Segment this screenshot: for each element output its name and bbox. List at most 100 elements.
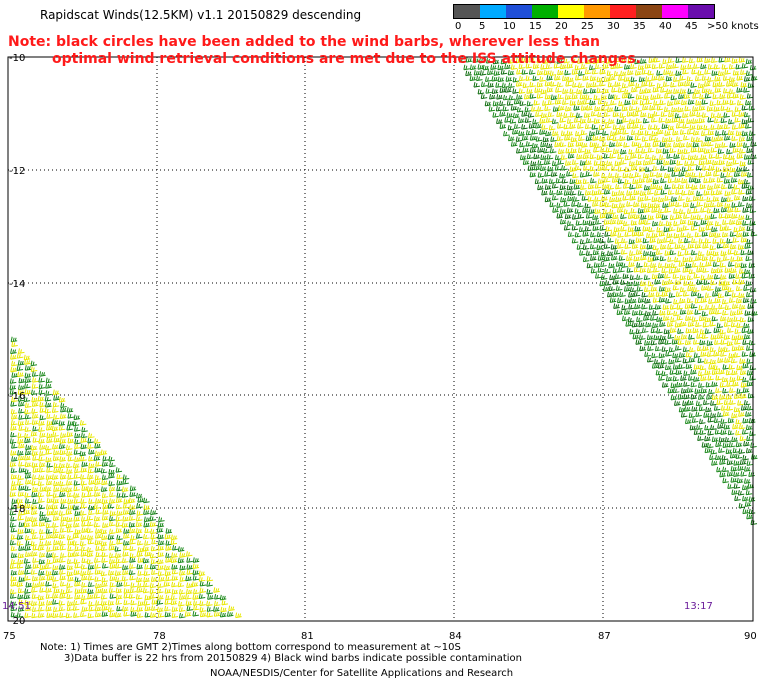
wind-barb (536, 57, 544, 64)
wind-barb (713, 106, 720, 112)
wind-barb (597, 267, 605, 273)
wind-barb (65, 480, 73, 486)
wind-barb (567, 153, 575, 159)
wind-barb (707, 117, 714, 123)
wind-barb (500, 58, 508, 65)
wind-barb (726, 171, 733, 178)
wind-barb (678, 171, 685, 177)
wind-barb (24, 437, 31, 444)
wind-barb (171, 606, 179, 613)
wind-barb (706, 196, 713, 203)
wind-barb (122, 516, 129, 522)
wind-barb (66, 558, 74, 565)
wind-barb (114, 552, 122, 559)
wind-barb (95, 545, 102, 552)
wind-barb (74, 443, 81, 450)
wind-barb (645, 153, 652, 160)
wind-barb (609, 297, 617, 303)
wind-barb (24, 588, 31, 594)
wind-barb (687, 88, 694, 95)
wind-barb (587, 117, 594, 124)
wind-barb (52, 515, 60, 522)
wind-barb (673, 153, 680, 160)
wind-barb (717, 70, 725, 77)
wind-barb (707, 430, 714, 436)
wind-barb (726, 381, 733, 387)
wind-barb (704, 238, 712, 244)
wind-barb (737, 244, 745, 250)
wind-barb (706, 105, 714, 112)
wind-barb (656, 172, 663, 178)
wind-barb (107, 570, 115, 576)
wind-barb (30, 504, 38, 510)
wind-barb (677, 148, 684, 155)
wind-barb (663, 328, 671, 335)
wind-barb (647, 345, 654, 352)
wind-barb (697, 250, 705, 257)
wind-barb (672, 387, 680, 394)
footer-credit: NOAA/NESDIS/Center for Satellite Applica… (210, 668, 514, 679)
wind-barb (546, 86, 554, 93)
wind-barb (73, 426, 81, 432)
wind-barb (573, 117, 581, 123)
wind-barb (721, 298, 729, 305)
wind-barb (46, 546, 53, 552)
wind-barb (58, 443, 66, 450)
wind-barb (679, 297, 686, 304)
wind-barb (532, 75, 539, 82)
wind-barb (677, 339, 685, 345)
wind-barb (142, 545, 150, 552)
legend-label: 5 (479, 21, 486, 32)
wind-barb (605, 147, 613, 153)
wind-barb (699, 339, 706, 346)
wind-barb (659, 99, 666, 106)
wind-barb (627, 58, 634, 64)
wind-barb (723, 178, 731, 184)
wind-barb (713, 273, 721, 280)
wind-barb (744, 501, 752, 507)
wind-barb (695, 136, 703, 143)
wind-barb (713, 183, 721, 189)
wind-barb (673, 76, 680, 83)
wind-barb (693, 154, 701, 161)
wind-barb (697, 435, 704, 442)
wind-barb (704, 135, 712, 142)
wind-barb (658, 231, 666, 237)
wind-barb (24, 461, 32, 468)
wind-barb (728, 352, 735, 359)
wind-barb (544, 80, 552, 87)
wind-barb (16, 563, 24, 569)
wind-barb (709, 100, 717, 107)
wind-barb (495, 105, 503, 112)
wind-barb (693, 220, 701, 227)
wind-barb (698, 405, 706, 412)
wind-barb (738, 136, 746, 142)
wind-barb (529, 81, 536, 88)
wind-barb (730, 357, 738, 364)
wind-barb (628, 81, 635, 87)
wind-barb (23, 354, 31, 361)
wind-barb (525, 141, 533, 147)
wind-barb (725, 394, 733, 400)
wind-barb (742, 195, 749, 202)
wind-barb (506, 112, 513, 118)
wind-barb (713, 417, 721, 424)
wind-barb (212, 606, 220, 612)
wind-barb (750, 442, 757, 449)
wind-barb (628, 148, 635, 155)
wind-barb (700, 387, 708, 394)
wind-barb (18, 576, 25, 583)
wind-barb (67, 576, 74, 582)
wind-barb (67, 413, 74, 419)
wind-barb (701, 285, 708, 291)
wind-barb (552, 106, 560, 112)
wind-barb (552, 207, 559, 213)
wind-barb (571, 237, 579, 244)
wind-barb (732, 93, 740, 99)
wind-barb (719, 394, 726, 400)
wind-barb (663, 226, 671, 233)
wind-barb (109, 540, 116, 546)
wind-barb (700, 141, 708, 147)
wind-barb (741, 63, 749, 69)
wind-barb (732, 70, 740, 76)
